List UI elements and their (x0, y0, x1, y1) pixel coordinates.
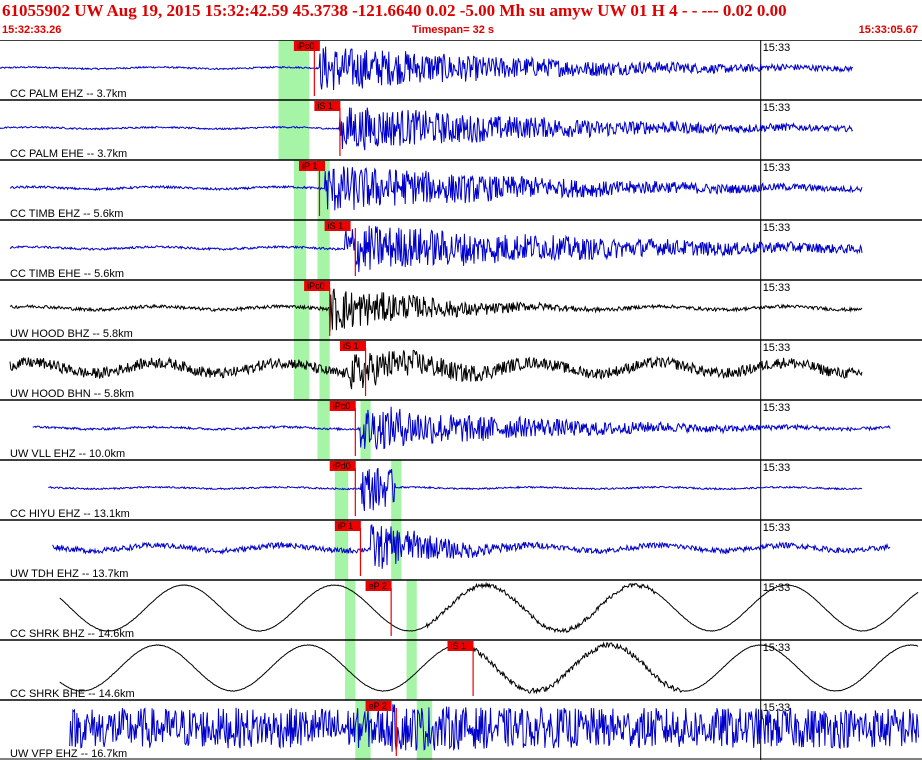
pick-window (406, 580, 417, 640)
pick-label: iS 1 (450, 641, 466, 651)
pick-flag (329, 461, 356, 471)
minute-label: 15:33 (763, 222, 791, 234)
trace-panel: 15:33 iPc0 UW VLL EHZ -- 10.0km (0, 399, 922, 460)
pick-flag (293, 41, 320, 51)
trace-panel: 15:33 iS 1 CC PALM EHE -- 3.7km (0, 99, 922, 160)
waveform (48, 467, 863, 512)
minute-label: 15:33 (763, 42, 791, 54)
pick-window (319, 340, 330, 400)
pick-label: eP 2 (369, 701, 387, 711)
station-label: UW HOOD BHZ -- 5.8km (10, 328, 133, 340)
seismogram-plot: 15:33 iPc0 CC PALM EHZ -- 3.7km 15:33 iS 1 CC… (0, 40, 922, 760)
start-time: 15:32:33.26 (2, 24, 62, 36)
waveform (9, 288, 863, 332)
pick-label: iPc0 (333, 401, 351, 411)
pick-label: iS 1 (343, 341, 359, 351)
trace-panel: 15:33 iS 1 UW HOOD BHN -- 5.8km (0, 339, 922, 400)
waveform (59, 641, 919, 695)
station-label: UW VLL EHZ -- 10.0km (10, 448, 125, 460)
trace-panel: 15:33 iS 1 CC TIMB EHE -- 5.6km (0, 219, 922, 280)
minute-label: 15:33 (763, 462, 791, 474)
pick-flag (329, 401, 356, 411)
pick-label: iPc0 (297, 41, 315, 51)
pick-window (319, 280, 330, 340)
trace-panel: 15:33 iPd0 CC HIYU EHZ -- 13.1km (0, 459, 922, 520)
pick-window (278, 100, 310, 160)
pick-flag (314, 101, 341, 111)
pick-window (293, 220, 307, 280)
waveform (0, 46, 854, 91)
pick-window (317, 160, 330, 220)
pick-flag (334, 521, 361, 531)
pick-flag (304, 281, 331, 291)
station-label: CC TIMB EHZ -- 5.6km (10, 208, 123, 220)
event-title: 61055902 UW Aug 19, 2015 15:32:42.59 45.… (2, 1, 787, 20)
minute-label: 15:33 (763, 282, 791, 294)
waveform (9, 166, 863, 211)
trace-panel: 15:33 iPc0 UW HOOD BHZ -- 5.8km (0, 279, 922, 340)
pick-window (293, 280, 310, 340)
header: 61055902 UW Aug 19, 2015 15:32:42.59 45.… (0, 0, 922, 40)
pick-window (345, 640, 356, 700)
station-label: CC TIMB EHE -- 5.6km (10, 268, 124, 280)
minute-label: 15:33 (763, 522, 791, 534)
station-label: CC HIYU EHZ -- 13.1km (10, 508, 130, 520)
station-label: CC SHRK BHZ -- 14.6km (10, 628, 134, 640)
pick-flag (339, 341, 366, 351)
trace-panel: 15:33 iP 1 UW TDH EHZ -- 13.7km (0, 519, 922, 580)
station-label: CC PALM EHZ -- 3.7km (10, 88, 127, 100)
minute-label: 15:33 (763, 162, 791, 174)
pick-label: iS 1 (328, 221, 344, 231)
timespan: Timespan= 32 s (412, 24, 495, 36)
station-label: CC PALM EHE -- 3.7km (10, 148, 127, 160)
waveform (9, 225, 863, 273)
minute-label: 15:33 (763, 102, 791, 114)
waveform (52, 523, 891, 569)
pick-window (293, 340, 310, 400)
minute-label: 15:33 (763, 342, 791, 354)
trace-panel: 15:33 iPc0 CC PALM EHZ -- 3.7km (0, 40, 922, 100)
pick-window (355, 700, 371, 760)
pick-window (317, 220, 330, 280)
pick-window (293, 160, 307, 220)
trace-panel: 15:33 iS 1 CC SHRK BHE -- 14.6km (0, 639, 922, 700)
pick-flag (298, 161, 325, 171)
minute-label: 15:33 (763, 402, 791, 414)
pick-window (334, 460, 349, 520)
pick-window (391, 460, 402, 520)
pick-label: iPc0 (307, 281, 325, 291)
pick-label: iPd0 (333, 461, 351, 471)
pick-label: iP 1 (338, 521, 353, 531)
station-label: UW VFP EHZ -- 16.7km (10, 748, 127, 760)
waveform (0, 107, 854, 151)
waveform (59, 581, 919, 634)
pick-window (345, 580, 356, 640)
station-label: UW TDH EHZ -- 13.7km (10, 568, 128, 580)
waveform (9, 349, 863, 390)
pick-flag (447, 641, 474, 651)
pick-label: iS 1 (317, 101, 333, 111)
end-time: 15:33:05.67 (858, 24, 918, 36)
pick-label: eP 2 (369, 581, 387, 591)
pick-window (317, 400, 330, 460)
waveform (32, 406, 891, 450)
pick-flag (365, 701, 392, 711)
waveform (69, 704, 919, 752)
station-label: UW HOOD BHN -- 5.8km (10, 388, 134, 400)
trace-panel: 15:33 iP 1 CC TIMB EHZ -- 5.6km (0, 159, 922, 220)
pick-flag (324, 221, 351, 231)
pick-label: iP 1 (302, 161, 317, 171)
station-label: CC SHRK BHE -- 14.6km (10, 688, 135, 700)
pick-window (406, 640, 417, 700)
pick-flag (365, 581, 392, 591)
minute-label: 15:33 (763, 642, 791, 654)
